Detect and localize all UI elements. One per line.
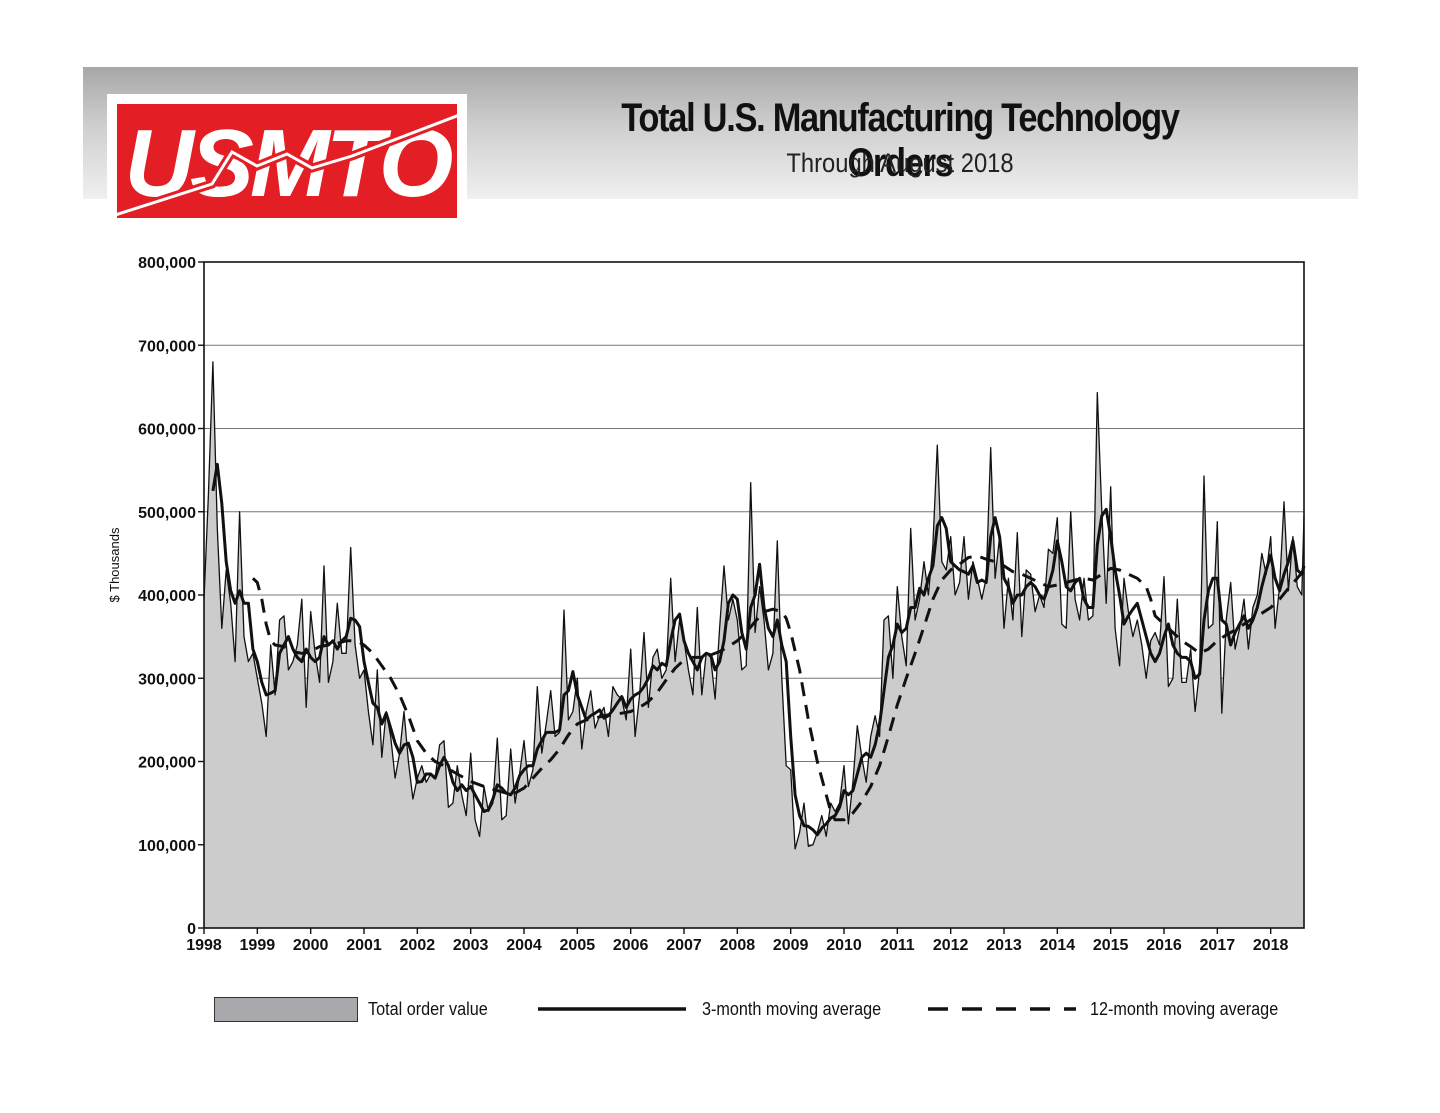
chart-subtitle: Through August 2018	[786, 148, 1014, 178]
y-tick-label: 200,000	[138, 755, 196, 772]
x-tick-label: 1999	[240, 937, 276, 954]
y-tick-label: 600,000	[138, 422, 196, 439]
ma12-line	[251, 554, 1306, 822]
x-tick-label: 2016	[1146, 937, 1182, 954]
legend-ma3: 3-month moving average	[538, 995, 901, 1023]
x-tick-label: 2017	[1200, 937, 1236, 954]
x-tick-label: 2005	[560, 937, 596, 954]
x-tick-label: 2001	[346, 937, 382, 954]
x-tick-label: 1998	[186, 937, 222, 954]
x-tick-label: 2015	[1093, 937, 1129, 954]
x-tick-label: 2008	[720, 937, 756, 954]
x-tick-label: 2012	[933, 937, 969, 954]
x-tick-label: 2009	[773, 937, 809, 954]
y-tick-label: 800,000	[138, 255, 196, 272]
x-tick-label: 2007	[666, 937, 702, 954]
usmto-logo-red-panel: USMTO	[117, 104, 457, 218]
usmto-logo-text: USMTO	[125, 110, 453, 217]
x-tick-label: 2013	[986, 937, 1022, 954]
y-tick-label: 700,000	[138, 338, 196, 355]
x-tick-label: 2010	[826, 937, 862, 954]
y-tick-label: 400,000	[138, 588, 196, 605]
ma3-line	[211, 462, 1306, 837]
legend-total: Total order value	[214, 995, 501, 1023]
y-axis-ticks: 0 100,000 200,000 300,000 400,000 500,000 600,…	[138, 255, 204, 938]
legend-total-label: Total order value	[368, 998, 488, 1019]
x-tick-label: 2018	[1253, 937, 1289, 954]
x-tick-label: 2014	[1040, 937, 1076, 954]
y-tick-label: 300,000	[138, 671, 196, 688]
legend-ma12-label: 12-month moving average	[1090, 998, 1279, 1019]
legend-dashed-line-icon	[928, 1007, 1076, 1011]
legend-solid-line-icon	[538, 1007, 686, 1011]
x-tick-label: 2000	[293, 937, 329, 954]
total-order-area-fill	[204, 361, 1304, 928]
x-tick-label: 2004	[506, 937, 542, 954]
total-order-area	[204, 361, 1304, 928]
y-tick-label: 0	[187, 921, 196, 938]
x-tick-label: 2006	[613, 937, 649, 954]
y-tick-label: 100,000	[138, 838, 196, 855]
x-axis-ticks: 1998 1999 2000 2001 2002 2003 2004 2005 2006 2007…	[186, 928, 1289, 954]
legend-ma12: 12-month moving average	[928, 995, 1299, 1023]
x-tick-label: 2003	[453, 937, 489, 954]
legend-ma3-label: 3-month moving average	[702, 998, 882, 1019]
chart-title: Total U.S. Manufacturing Technology Orde…	[621, 96, 1180, 185]
usmto-logo-mark: USMTO	[117, 110, 457, 218]
y-axis-label: $ Thousands	[107, 527, 122, 602]
x-tick-label: 2011	[880, 937, 915, 954]
legend-total-swatch	[214, 996, 358, 1022]
x-tick-label: 2002	[400, 937, 436, 954]
series-lines	[203, 361, 1306, 850]
y-tick-label: 500,000	[138, 505, 196, 522]
logo-trend-line-icon	[117, 114, 457, 216]
